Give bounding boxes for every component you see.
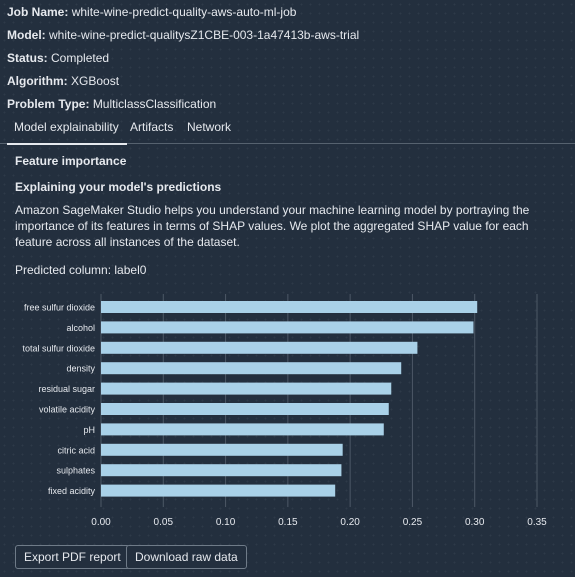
problem-type-row: Problem Type: MulticlassClassification xyxy=(7,98,359,121)
x-tick-label: 0.10 xyxy=(216,517,236,528)
explainability-panel: Feature importance Explaining your model… xyxy=(15,154,567,277)
problem-type-value: MulticlassClassification xyxy=(92,97,217,111)
model-label: Model: xyxy=(7,28,46,42)
bar xyxy=(101,443,343,456)
bar xyxy=(101,484,336,497)
export-pdf-button[interactable]: Export PDF report xyxy=(15,545,130,569)
bar xyxy=(101,321,474,334)
x-tick-label: 0.00 xyxy=(91,517,111,528)
bar xyxy=(101,403,389,415)
job-metadata: Job Name: white-wine-predict-quality-aws… xyxy=(7,6,359,121)
bar xyxy=(101,464,342,477)
download-raw-data-button[interactable]: Download raw data xyxy=(126,545,247,569)
bar xyxy=(101,341,418,354)
status-value: Completed xyxy=(51,51,110,65)
category-label: total sulfur dioxide xyxy=(22,343,95,353)
description-text: Amazon SageMaker Studio helps you unders… xyxy=(15,203,530,249)
predicted-column: Predicted column: label0 xyxy=(15,263,147,277)
status-label: Status: xyxy=(7,51,48,65)
category-label: sulphates xyxy=(56,466,95,476)
status-row: Status: Completed xyxy=(7,52,359,75)
x-tick-label: 0.05 xyxy=(154,517,174,528)
tab-model-explainability[interactable]: Model explainability xyxy=(7,120,127,145)
algorithm-label: Algorithm: xyxy=(7,74,68,88)
category-label: residual sugar xyxy=(38,384,95,394)
x-tick-label: 0.35 xyxy=(527,517,547,528)
problem-type-label: Problem Type: xyxy=(7,97,90,111)
category-label: density xyxy=(66,364,95,374)
algorithm-value: XGBoost xyxy=(71,74,120,88)
category-label: free sulfur dioxide xyxy=(24,303,95,313)
tab-bar: Model explainability Artifacts Network xyxy=(0,114,575,145)
job-name-value: white-wine-predict-quality-aws-auto-ml-j… xyxy=(71,5,297,19)
job-name-label: Job Name: xyxy=(7,5,69,19)
x-tick-label: 0.25 xyxy=(403,517,423,528)
model-value: white-wine-predict-qualitysZ1CBE-003-1a4… xyxy=(49,28,360,42)
x-tick-label: 0.30 xyxy=(465,517,485,528)
job-name-row: Job Name: white-wine-predict-quality-aws… xyxy=(7,6,359,29)
x-tick-label: 0.20 xyxy=(340,517,360,528)
tab-network[interactable]: Network xyxy=(187,120,232,134)
category-label: fixed acidity xyxy=(48,486,96,496)
category-label: citric acid xyxy=(57,445,95,455)
category-label: pH xyxy=(83,425,95,435)
category-label: alcohol xyxy=(66,323,95,333)
bar xyxy=(101,362,402,375)
x-tick-label: 0.15 xyxy=(278,517,298,528)
bar xyxy=(101,423,384,436)
model-row: Model: white-wine-predict-qualitysZ1CBE-… xyxy=(7,29,359,52)
algorithm-row: Algorithm: XGBoost xyxy=(7,75,359,98)
category-label: volatile acidity xyxy=(39,405,96,415)
bar xyxy=(101,382,392,395)
feature-importance-heading: Feature importance xyxy=(15,154,127,168)
bar xyxy=(101,301,478,313)
explain-heading: Explaining your model's predictions xyxy=(15,180,222,194)
tab-artifacts[interactable]: Artifacts xyxy=(130,120,174,134)
feature-importance-chart: 0.00 0.05 0.10 0.15 0.20 0.25 0.30 0.35 free sul… xyxy=(22,294,547,528)
